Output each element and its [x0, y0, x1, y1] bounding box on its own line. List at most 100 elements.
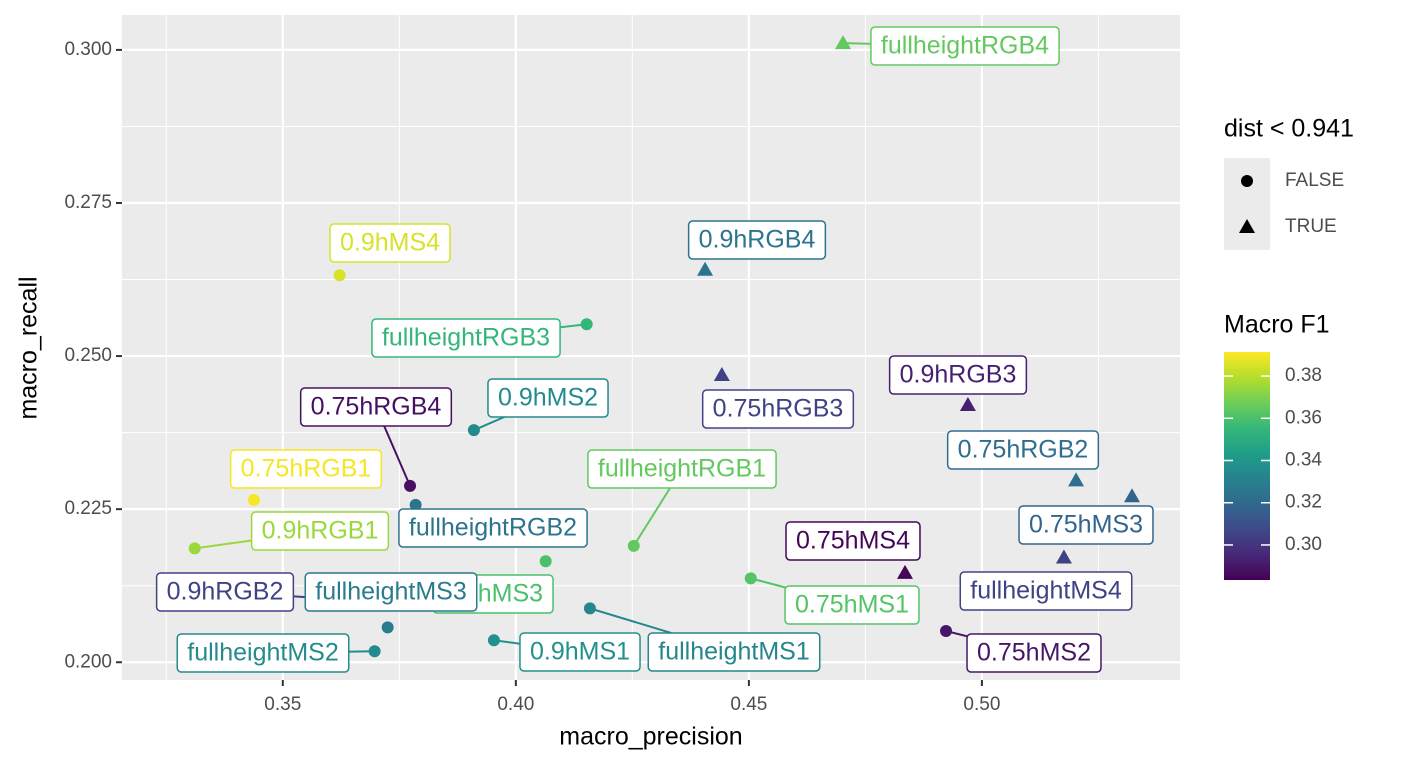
colorbar-label: 0.30 [1285, 534, 1322, 555]
label-box [785, 521, 921, 561]
point-label: fullheightRGB2 [398, 508, 588, 548]
y-tick-label: 0.250 [64, 345, 112, 366]
point-label: fullheightMS1 [647, 632, 821, 672]
point-label: 0.75hRGB1 [229, 449, 383, 489]
label-text: 0.75hRGB3 [713, 395, 844, 423]
triangle-point [713, 367, 730, 382]
label-box [176, 633, 350, 673]
label-box [870, 26, 1060, 66]
label-box [299, 387, 453, 427]
colorbar-label: 0.36 [1285, 407, 1322, 428]
point-label: 0.9hRGB1 [250, 511, 390, 551]
circle-point [333, 269, 346, 282]
label-text: 0.9hRGB2 [167, 578, 284, 606]
circle-point [404, 479, 417, 492]
point-label: fullheightMS2 [176, 633, 350, 673]
point-label: fullheightRGB1 [587, 449, 777, 489]
circle-point [381, 621, 394, 634]
label-box [946, 430, 1100, 470]
label-box [304, 572, 478, 612]
label-text: fullheightRGB3 [382, 324, 550, 352]
label-box [229, 449, 383, 489]
point-label: 0.75hMS2 [966, 633, 1102, 673]
x-tick-label: 0.35 [264, 694, 301, 715]
label-text: fullheightRGB1 [598, 455, 766, 483]
point-label: fullheightMS3 [304, 572, 478, 612]
label-box [959, 571, 1133, 611]
circle-point [940, 625, 953, 638]
point-label: 0.9hRGB3 [888, 355, 1028, 395]
label-text: 0.9hRGB4 [699, 226, 816, 254]
circle-point [409, 498, 422, 511]
label-text: 0.75hRGB4 [311, 393, 442, 421]
x-tick-label: 0.45 [730, 694, 767, 715]
point-label: 0.75hMS4 [785, 521, 921, 561]
x-tick-label: 0.40 [497, 694, 534, 715]
label-box [701, 389, 855, 429]
label-text: fullheightMS2 [187, 639, 338, 667]
label-text: 0.75hMS4 [796, 527, 910, 555]
circle-point [368, 645, 381, 658]
point-label: 0.75hRGB3 [701, 389, 855, 429]
label-box [587, 449, 777, 489]
point-label: fullheightRGB4 [870, 26, 1060, 66]
label-box [966, 633, 1102, 673]
label-box [687, 220, 827, 260]
point-label: fullheightMS4 [959, 571, 1133, 611]
point-label: 0.75hMS3 [1018, 505, 1154, 545]
label-text: 0.75hRGB1 [241, 455, 372, 483]
label-box [784, 585, 920, 625]
y-tick-label: 0.275 [64, 192, 112, 213]
triangle-point [897, 564, 914, 579]
label-text: 0.75hMS1 [795, 591, 909, 619]
color-legend-title: Macro F1 [1224, 311, 1330, 339]
circle-point [487, 634, 500, 647]
y-tick-label: 0.300 [64, 39, 112, 60]
point-label: 0.75hRGB4 [299, 387, 453, 427]
points [188, 35, 1140, 658]
circle-point [1241, 175, 1253, 187]
label-text: 0.75hMS2 [977, 639, 1091, 667]
label-text: fullheightMS3 [315, 578, 466, 606]
colorbar-label: 0.32 [1285, 492, 1322, 513]
label-box [250, 511, 390, 551]
label-box [1018, 505, 1154, 545]
point-label: 0.75hMS1 [784, 585, 920, 625]
colorbar-label: 0.34 [1285, 450, 1322, 471]
x-tick-label: 0.50 [963, 694, 1000, 715]
label-text: 0.75hMS3 [1029, 511, 1143, 539]
label-box [487, 378, 609, 418]
circle-point [580, 318, 593, 331]
legend-label: TRUE [1285, 216, 1337, 237]
label-box [398, 508, 588, 548]
label-text: fullheightRGB2 [409, 514, 577, 542]
label-box [155, 572, 295, 612]
label-box [647, 632, 821, 672]
y-tick-label: 0.200 [64, 651, 112, 672]
triangle-point [1239, 219, 1255, 233]
label-text: 0.9hMS2 [498, 384, 598, 412]
triangle-point [959, 397, 976, 412]
label-box [888, 355, 1028, 395]
colorbar [1224, 352, 1270, 580]
label-text: 0.9hMS4 [340, 229, 440, 257]
panel [122, 15, 1180, 680]
legend-label: FALSE [1285, 170, 1344, 191]
circle-point [744, 572, 757, 585]
label-text: fullheightRGB4 [881, 32, 1049, 60]
point-label: fullheightRGB3 [371, 318, 561, 358]
label-box [519, 632, 641, 672]
point-label: 0.9hMS4 [329, 223, 451, 263]
label-text: 0.9hRGB1 [262, 517, 379, 545]
label-text: 0.9hMS1 [530, 638, 630, 666]
point-label: 0.9hRGB2 [155, 572, 295, 612]
shape-legend-title: dist < 0.941 [1224, 115, 1354, 143]
circle-point [627, 539, 640, 552]
legend: FALSE TRUE 0.30 0.32 0.34 0.36 0.38 [1224, 158, 1344, 580]
colorbar-label: 0.38 [1285, 365, 1322, 386]
triangle-point [1068, 472, 1085, 487]
circle-point [583, 602, 596, 615]
label-box [329, 223, 451, 263]
